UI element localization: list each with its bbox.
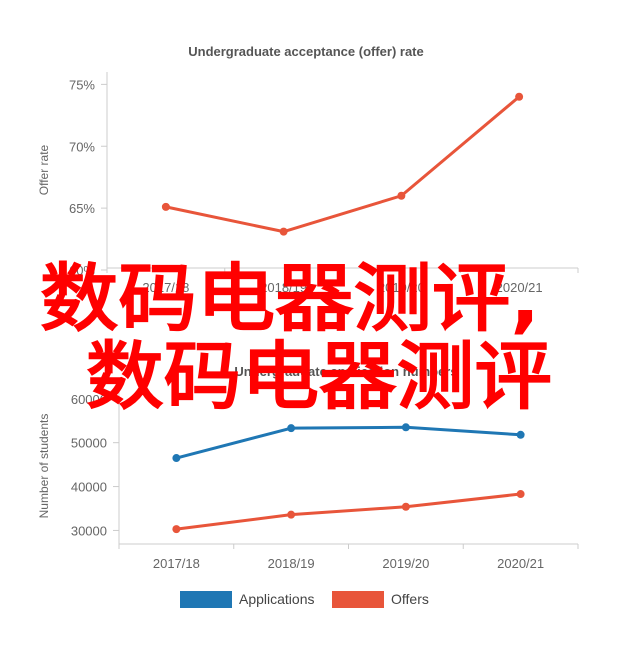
y-tick-label: 70% xyxy=(69,139,95,154)
x-tick-label: 2019/20 xyxy=(378,280,425,295)
series-line xyxy=(164,95,521,234)
data-point[interactable] xyxy=(161,202,170,211)
series-line-applications xyxy=(174,425,523,460)
y-tick-label: 60% xyxy=(69,263,95,278)
y-tick-label: 75% xyxy=(69,77,95,92)
data-point[interactable] xyxy=(172,454,181,463)
x-tick-label: 2020/21 xyxy=(497,556,544,571)
y-axis-title: Offer rate xyxy=(37,144,51,195)
x-tick-label: 2020/21 xyxy=(496,280,543,295)
legend-swatch-offers xyxy=(332,591,384,608)
applications-chart: Undergraduate application numbers Number… xyxy=(37,364,579,608)
y-tick-label: 60000 xyxy=(71,392,107,407)
legend-label-offers: Offers xyxy=(391,591,429,607)
data-point[interactable] xyxy=(397,191,406,200)
watermark-overlay: 数码电器测评, 数码电器测评 xyxy=(40,256,552,420)
offer-rate-chart: Undergraduate acceptance (offer) rate Of… xyxy=(37,44,579,295)
series-line-offers xyxy=(174,492,523,531)
chart-title: Undergraduate acceptance (offer) rate xyxy=(188,44,424,59)
data-point[interactable] xyxy=(516,430,525,439)
x-tick-label: 2019/20 xyxy=(382,556,429,571)
y-tick-label: 50000 xyxy=(71,436,107,451)
legend: Applications Offers xyxy=(180,591,429,608)
data-point[interactable] xyxy=(287,424,296,433)
y-tick-label: 30000 xyxy=(71,523,107,538)
watermark-text-line-1: 数码电器测评, xyxy=(40,256,540,342)
watermark-text-line-2: 数码电器测评 xyxy=(86,334,552,420)
y-axis-title: Number of students xyxy=(37,414,51,519)
data-point[interactable] xyxy=(401,423,410,432)
data-point[interactable] xyxy=(172,525,181,534)
x-tick-label: 2018/19 xyxy=(260,280,307,295)
data-point[interactable] xyxy=(515,92,524,101)
x-tick-label: 2018/19 xyxy=(268,556,315,571)
data-point[interactable] xyxy=(516,490,525,499)
legend-label-applications: Applications xyxy=(239,591,315,607)
x-tick-label: 2017/18 xyxy=(142,280,189,295)
x-tick-label: 2017/18 xyxy=(153,556,200,571)
y-tick-label: 40000 xyxy=(71,480,107,495)
data-point[interactable] xyxy=(279,227,288,236)
chart-title: Undergraduate application numbers xyxy=(234,364,457,379)
data-point[interactable] xyxy=(401,502,410,511)
data-point[interactable] xyxy=(287,510,296,519)
legend-swatch-applications xyxy=(180,591,232,608)
y-tick-label: 65% xyxy=(69,201,95,216)
